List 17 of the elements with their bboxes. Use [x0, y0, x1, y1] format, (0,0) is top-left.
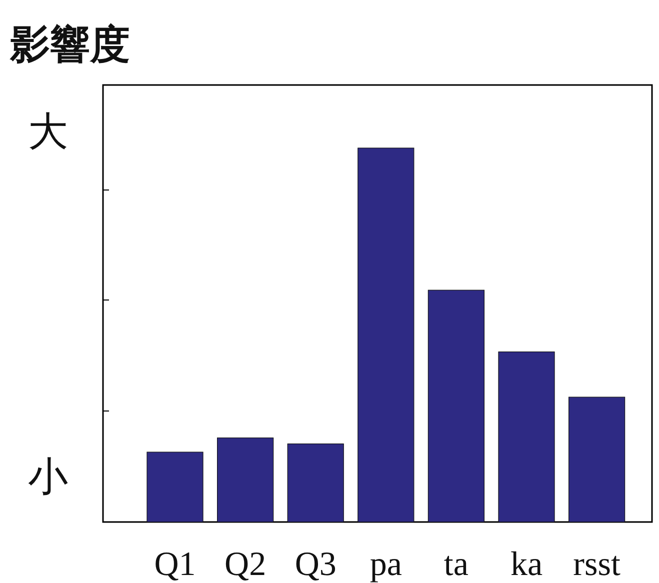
bar — [217, 438, 274, 522]
bar — [146, 452, 204, 522]
x-tick-label: pa — [370, 546, 402, 583]
bar — [287, 444, 344, 522]
bar — [428, 290, 484, 522]
x-tick-label: Q2 — [224, 546, 266, 583]
x-tick-label: rsst — [573, 546, 621, 583]
bar — [358, 148, 414, 522]
chart-title: 影響度 — [9, 22, 130, 68]
x-tick-label: Q3 — [294, 546, 336, 583]
x-tick-label: ka — [510, 546, 543, 583]
bar — [498, 352, 555, 522]
x-tick-label: ta — [444, 546, 468, 583]
text: 小 — [28, 454, 68, 500]
text: 大 — [28, 109, 68, 155]
x-tick-label: Q1 — [154, 546, 196, 583]
bar — [568, 396, 626, 522]
